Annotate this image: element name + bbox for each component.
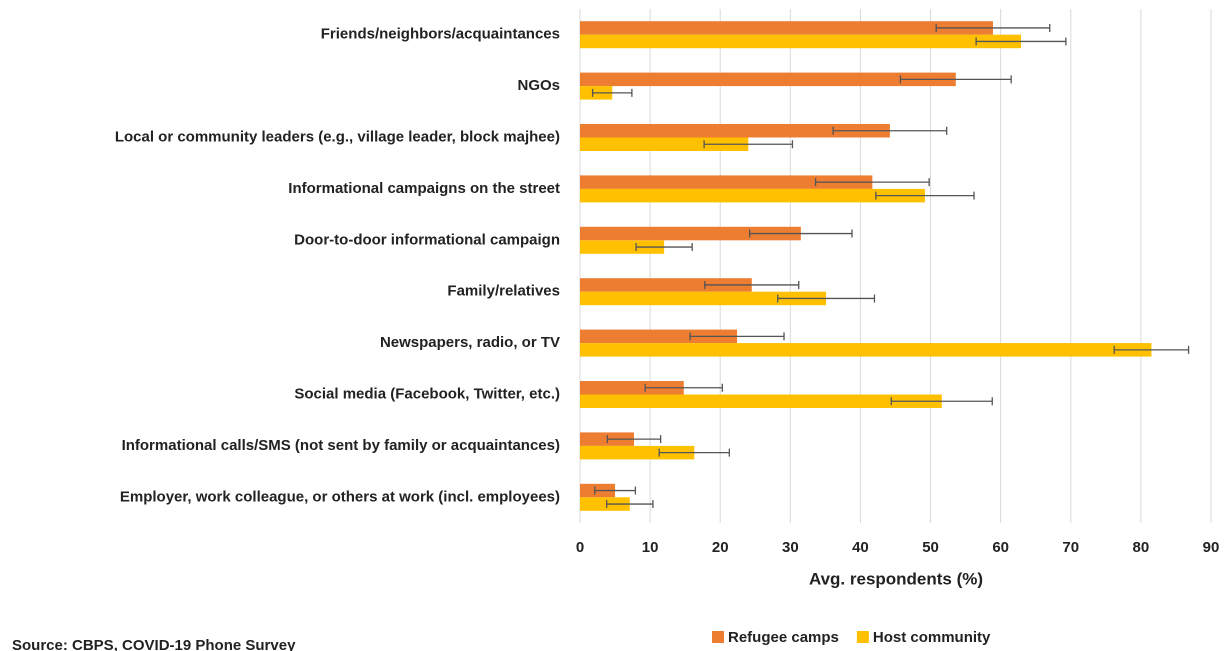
x-tick-label: 30	[782, 539, 799, 556]
legend-swatch	[712, 631, 724, 643]
y-tick-label: Friends/neighbors/acquaintances	[321, 26, 560, 43]
bar	[580, 21, 993, 35]
bar	[580, 34, 1021, 49]
legend-label: Refugee camps	[728, 629, 839, 646]
x-tick-label: 90	[1203, 539, 1220, 556]
y-tick-label: Employer, work colleague, or others at w…	[120, 488, 560, 505]
error-bar	[658, 448, 730, 457]
bar	[580, 240, 665, 254]
bar	[580, 445, 695, 460]
x-tick-label: 0	[576, 539, 584, 556]
bar	[580, 394, 942, 408]
error-bar	[594, 486, 637, 495]
error-bar	[814, 178, 930, 187]
bar	[580, 72, 956, 87]
error-bar	[935, 23, 1051, 32]
y-tick-label: Family/relatives	[447, 283, 560, 300]
source-note: Source: CBPS, COVID-19 Phone Survey	[12, 637, 296, 651]
legend-label: Host community	[873, 629, 991, 646]
error-bar	[689, 332, 785, 341]
y-tick-label: Social media (Facebook, Twitter, etc.)	[294, 385, 560, 402]
error-bar	[1113, 345, 1190, 354]
error-bar	[899, 75, 1012, 84]
y-tick-label: Informational campaigns on the street	[288, 180, 560, 197]
bar	[580, 226, 801, 241]
y-tick-label: Local or community leaders (e.g., villag…	[115, 128, 560, 145]
bar	[580, 291, 827, 306]
bar	[580, 381, 684, 395]
error-bar	[975, 37, 1067, 46]
y-tick-label: Newspapers, radio, or TV	[380, 334, 560, 351]
y-tick-label: Informational calls/SMS (not sent by fam…	[122, 437, 560, 454]
error-bar	[749, 229, 853, 238]
x-tick-label: 80	[1133, 539, 1150, 556]
x-tick-label: 40	[852, 539, 869, 556]
bar	[580, 343, 1152, 357]
x-tick-label: 60	[992, 539, 1009, 556]
bar	[580, 137, 749, 151]
error-bar	[591, 88, 633, 97]
error-bar	[777, 294, 876, 303]
bar	[580, 278, 752, 292]
bar	[580, 497, 630, 511]
x-tick-label: 20	[712, 539, 729, 556]
bar	[580, 124, 890, 138]
error-bar	[605, 500, 654, 509]
x-tick-label: 70	[1062, 539, 1079, 556]
error-bar	[635, 243, 693, 252]
error-bar	[704, 280, 800, 289]
error-bar	[875, 191, 975, 200]
x-tick-label: 50	[922, 539, 939, 556]
error-bar	[644, 383, 723, 392]
y-tick-label: NGOs	[517, 77, 560, 94]
bar	[580, 329, 738, 344]
y-tick-label: Door-to-door informational campaign	[294, 231, 560, 248]
legend-swatch	[856, 631, 869, 643]
error-bar	[890, 397, 993, 406]
error-bar	[606, 435, 662, 444]
bar	[580, 188, 925, 203]
error-bar	[832, 126, 948, 135]
x-axis-label: Avg. respondents (%)	[809, 569, 983, 588]
x-tick-label: 10	[642, 539, 659, 556]
bar	[580, 175, 873, 189]
error-bar	[703, 140, 794, 149]
